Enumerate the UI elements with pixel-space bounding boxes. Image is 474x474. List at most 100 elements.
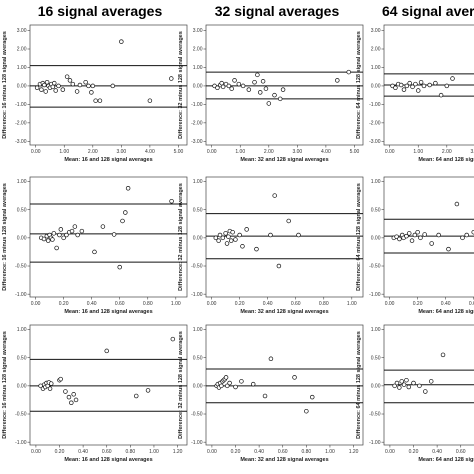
x-axis-label: Mean: 64 and 128 signal averages (418, 309, 474, 315)
data-point (66, 394, 72, 400)
data-point (404, 233, 409, 239)
data-point (409, 238, 415, 243)
x-tick-label: 1.00 (171, 301, 181, 307)
data-point (428, 379, 434, 384)
data-point (56, 83, 61, 89)
data-point (236, 81, 242, 87)
panel-r2-c0: 0.00 0.20 0.40 0.60 0.80 1.00 1.20 -1.00 -0.50 0.… (2, 324, 188, 463)
data-point (446, 246, 451, 252)
data-point (45, 238, 51, 243)
data-point (309, 394, 315, 400)
data-point (335, 78, 340, 83)
y-tick-label: 1.00 (371, 179, 381, 185)
y-tick-label: 2.00 (193, 47, 203, 53)
x-tick-label: 0.00 (385, 149, 395, 155)
data-point (240, 83, 246, 89)
data-point (111, 232, 117, 237)
y-tick-label: -1.00 (369, 292, 381, 298)
data-point (246, 87, 252, 92)
plot-frame (205, 324, 364, 446)
y-tick-label: 0.50 (17, 207, 27, 213)
data-point (70, 81, 76, 87)
data-point (255, 72, 260, 78)
y-tick-label: -2.00 (191, 121, 203, 127)
y-tick-label: 3.00 (371, 28, 381, 34)
data-point (125, 186, 131, 191)
data-point (120, 218, 125, 224)
data-point (392, 383, 397, 389)
data-point (224, 383, 230, 389)
data-point (230, 229, 235, 235)
data-point (444, 83, 450, 89)
x-tick-label: 2.00 (264, 149, 274, 155)
data-point (133, 393, 139, 399)
data-point (89, 90, 94, 95)
data-point (232, 78, 237, 83)
y-axis-label: Difference: 32 minus 128 signal averages (178, 331, 184, 439)
y-tick-label: -1.00 (15, 292, 27, 298)
y-tick-label: -1.00 (191, 440, 203, 446)
data-point (147, 98, 153, 103)
data-point (72, 224, 78, 229)
x-tick-label: 3.00 (292, 149, 302, 155)
scatter-points (391, 201, 474, 252)
y-tick-label: 2.00 (371, 47, 381, 53)
scatter-points (392, 352, 446, 394)
data-point (227, 380, 232, 386)
data-point (260, 79, 266, 84)
column-title-64: 64 signal averages (382, 3, 474, 19)
data-point (280, 87, 286, 92)
data-point (226, 234, 231, 239)
data-point (417, 383, 422, 389)
data-point (216, 238, 221, 243)
panel-r0-c1: 0.00 1.00 2.00 3.00 4.00 5.00 -3.00 -2.00 -1.00 0… (178, 24, 364, 163)
x-tick-label: 0.80 (301, 449, 311, 455)
y-axis-label: Difference: 64 minus 128 signal averages (356, 31, 362, 139)
data-point (69, 228, 75, 234)
panel-r0-c2: 0.001.002.003.004.005.00-3.00-2.00-1.000… (356, 24, 474, 163)
x-tick-label: 0.00 (31, 149, 41, 155)
data-point (422, 232, 427, 237)
x-tick-label: 0.60 (291, 301, 301, 307)
x-tick-label: 0.80 (125, 449, 135, 455)
data-point (119, 39, 124, 44)
x-tick-label: 0.80 (143, 301, 153, 307)
data-point (233, 237, 238, 242)
data-point (257, 90, 263, 95)
x-tick-label: 0.20 (55, 449, 65, 455)
x-tick-label: 0.00 (385, 449, 395, 455)
data-point (296, 232, 301, 238)
data-point (52, 80, 57, 86)
data-point (39, 87, 44, 92)
scatter-points (212, 69, 351, 106)
x-axis-label: Mean: 64 and 128 signal averages (418, 457, 474, 463)
data-point (254, 246, 259, 252)
y-tick-label: -0.50 (191, 412, 203, 418)
data-point (92, 249, 97, 255)
y-tick-label: -1.00 (191, 102, 203, 108)
x-tick-label: 1.20 (349, 449, 359, 455)
data-point (266, 101, 272, 106)
data-point (244, 227, 249, 232)
data-point (418, 79, 424, 85)
x-tick-label: 0.00 (207, 449, 217, 455)
data-point (228, 238, 234, 243)
x-tick-label: 4.00 (321, 149, 331, 155)
data-point (438, 92, 444, 98)
y-tick-label: 0.50 (371, 207, 381, 213)
data-point (219, 80, 224, 86)
data-point (219, 383, 224, 389)
data-point (277, 96, 283, 102)
y-tick-label: -1.00 (369, 440, 381, 446)
data-point (117, 264, 122, 270)
data-point (220, 84, 226, 90)
y-axis-label: Difference: 32 minus 128 signal averages (178, 31, 184, 139)
x-tick-label: 0.60 (278, 449, 288, 455)
data-point (440, 352, 446, 358)
data-point (421, 83, 427, 89)
y-tick-label: -0.50 (15, 264, 27, 270)
y-tick-label: 1.00 (371, 65, 381, 71)
panel-r1-c1: 0.00 0.20 0.40 0.60 0.80 1.00 -1.00 -0.50 0.00 0.… (178, 176, 364, 315)
x-axis-label: Mean: 32 and 128 signal averages (240, 309, 328, 315)
panel-r2-c1: 0.00 0.20 0.40 0.60 0.80 1.00 1.20 -1.00 -0.50 0.… (178, 324, 364, 463)
